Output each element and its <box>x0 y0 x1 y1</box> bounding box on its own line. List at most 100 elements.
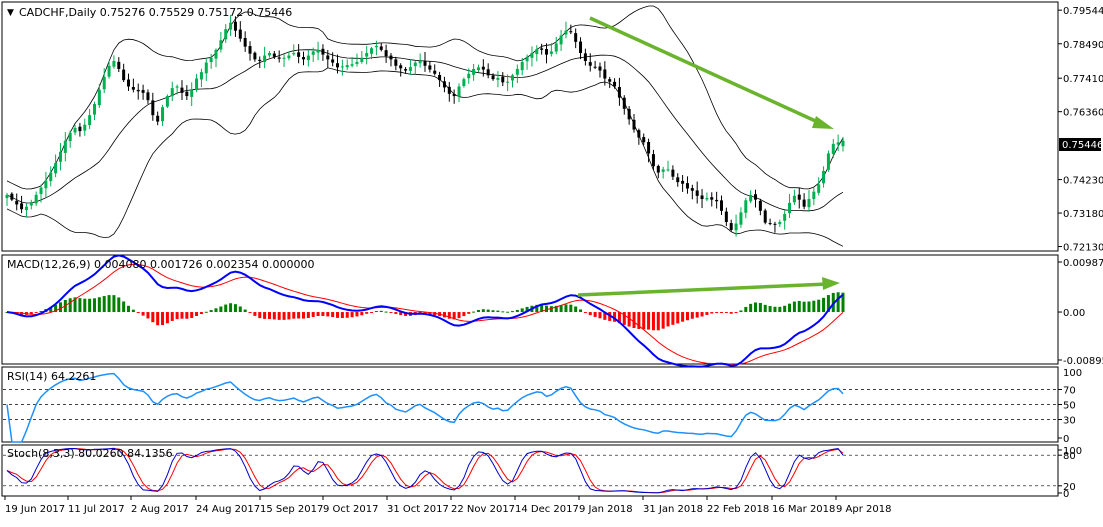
candle <box>579 37 583 60</box>
candle <box>506 74 510 92</box>
candle <box>345 59 349 71</box>
candle <box>491 73 495 81</box>
candle-body <box>690 188 694 191</box>
macd-histogram-bar <box>598 312 602 319</box>
candle-body <box>321 48 325 55</box>
candle <box>540 43 544 55</box>
date-axis-label: 19 Jun 2017 <box>5 504 65 515</box>
candle <box>608 76 612 88</box>
candle-body <box>685 183 689 189</box>
candle <box>433 64 437 76</box>
candle <box>462 77 466 88</box>
candle <box>656 164 660 179</box>
macd-histogram-bar <box>545 305 549 313</box>
candle <box>510 73 514 88</box>
macd-histogram-bar <box>34 312 38 314</box>
candle-body <box>404 69 408 71</box>
macd-histogram-bar <box>472 311 476 313</box>
macd-histogram-bar <box>569 304 573 313</box>
candle-body <box>841 140 845 147</box>
candle-body <box>170 88 174 97</box>
candle-body <box>345 65 349 68</box>
macd-histogram-bar <box>724 312 728 314</box>
symbol-label: CADCHF,Daily <box>19 6 97 19</box>
candle <box>54 154 58 178</box>
candle <box>170 81 174 102</box>
macd-histogram-bar <box>156 312 160 326</box>
macd-histogram-bar <box>360 312 364 316</box>
menu-arrow-icon[interactable]: ▼ <box>7 8 14 18</box>
price-axis-label: 0.79544 <box>1063 6 1103 17</box>
candle <box>15 193 19 211</box>
rsi-line <box>6 372 844 443</box>
macd-histogram-bar <box>642 312 646 330</box>
candle-body <box>156 115 160 122</box>
candle-body <box>749 194 753 202</box>
candle-body <box>379 46 383 50</box>
candle-body <box>525 56 529 62</box>
candle-body <box>783 214 787 221</box>
macd-histogram-bar <box>501 311 505 313</box>
candle-body <box>165 96 169 107</box>
candle-body <box>287 55 291 59</box>
macd-histogram-bar <box>836 292 840 313</box>
macd-histogram-bar <box>841 292 845 313</box>
candle-body <box>617 86 621 98</box>
candle-body <box>549 51 553 54</box>
macd-histogram-bar <box>535 304 539 313</box>
candle-body <box>647 141 651 154</box>
candle-body <box>350 64 354 66</box>
candle-body <box>204 62 208 74</box>
candle-body <box>802 199 806 207</box>
candle-body <box>190 89 194 97</box>
date-axis-label: 9 Apr 2018 <box>836 504 891 515</box>
macd-histogram-bar <box>306 312 310 319</box>
candle-body <box>331 59 335 63</box>
candle <box>267 51 271 58</box>
macd-histogram-bar <box>617 312 621 324</box>
candle <box>788 193 792 218</box>
macd-histogram-bar <box>734 312 738 314</box>
candle-body <box>797 194 801 200</box>
macd-histogram-bar <box>219 306 223 313</box>
candle-body <box>681 180 685 184</box>
candle-body <box>613 81 617 87</box>
macd-histogram-bar <box>554 305 558 313</box>
macd-histogram-bar <box>287 312 291 320</box>
candle <box>175 84 179 95</box>
candle-body <box>365 53 369 57</box>
svg-text:CADCHF,Daily 0.75276 0.75529 0: CADCHF,Daily 0.75276 0.75529 0.75172 0.7… <box>19 6 292 19</box>
candle-body <box>719 200 723 211</box>
candle <box>472 63 476 81</box>
macd-histogram-bar <box>593 312 597 317</box>
candle <box>248 41 252 61</box>
candle-body <box>389 55 393 60</box>
candle-body <box>540 48 544 50</box>
candle-body <box>476 67 480 71</box>
candle <box>734 214 738 237</box>
macd-histogram-bar <box>297 312 301 319</box>
candle <box>350 57 354 68</box>
candle-body <box>792 195 796 203</box>
macd-histogram-bar <box>763 304 767 313</box>
candle-body <box>141 90 145 93</box>
candle-body <box>10 193 14 200</box>
macd-histogram-bar <box>579 309 583 313</box>
candle-body <box>20 203 24 210</box>
candle-body <box>710 197 714 200</box>
macd-histogram-bar <box>588 312 592 316</box>
macd-histogram-bar <box>209 310 213 313</box>
macd-histogram-bar <box>180 312 184 319</box>
candle <box>467 68 471 84</box>
candle <box>744 197 748 219</box>
candle-body <box>102 76 106 90</box>
macd-histogram-bar <box>632 312 636 328</box>
candle <box>389 53 393 67</box>
macd-histogram-bar <box>685 312 689 321</box>
candle <box>238 21 242 42</box>
candle-body <box>579 41 583 54</box>
candle-body <box>394 59 398 66</box>
candle <box>719 195 723 215</box>
macd-histogram-bar <box>370 312 374 314</box>
date-axis-label: 16 Mar 2018 <box>772 504 835 515</box>
